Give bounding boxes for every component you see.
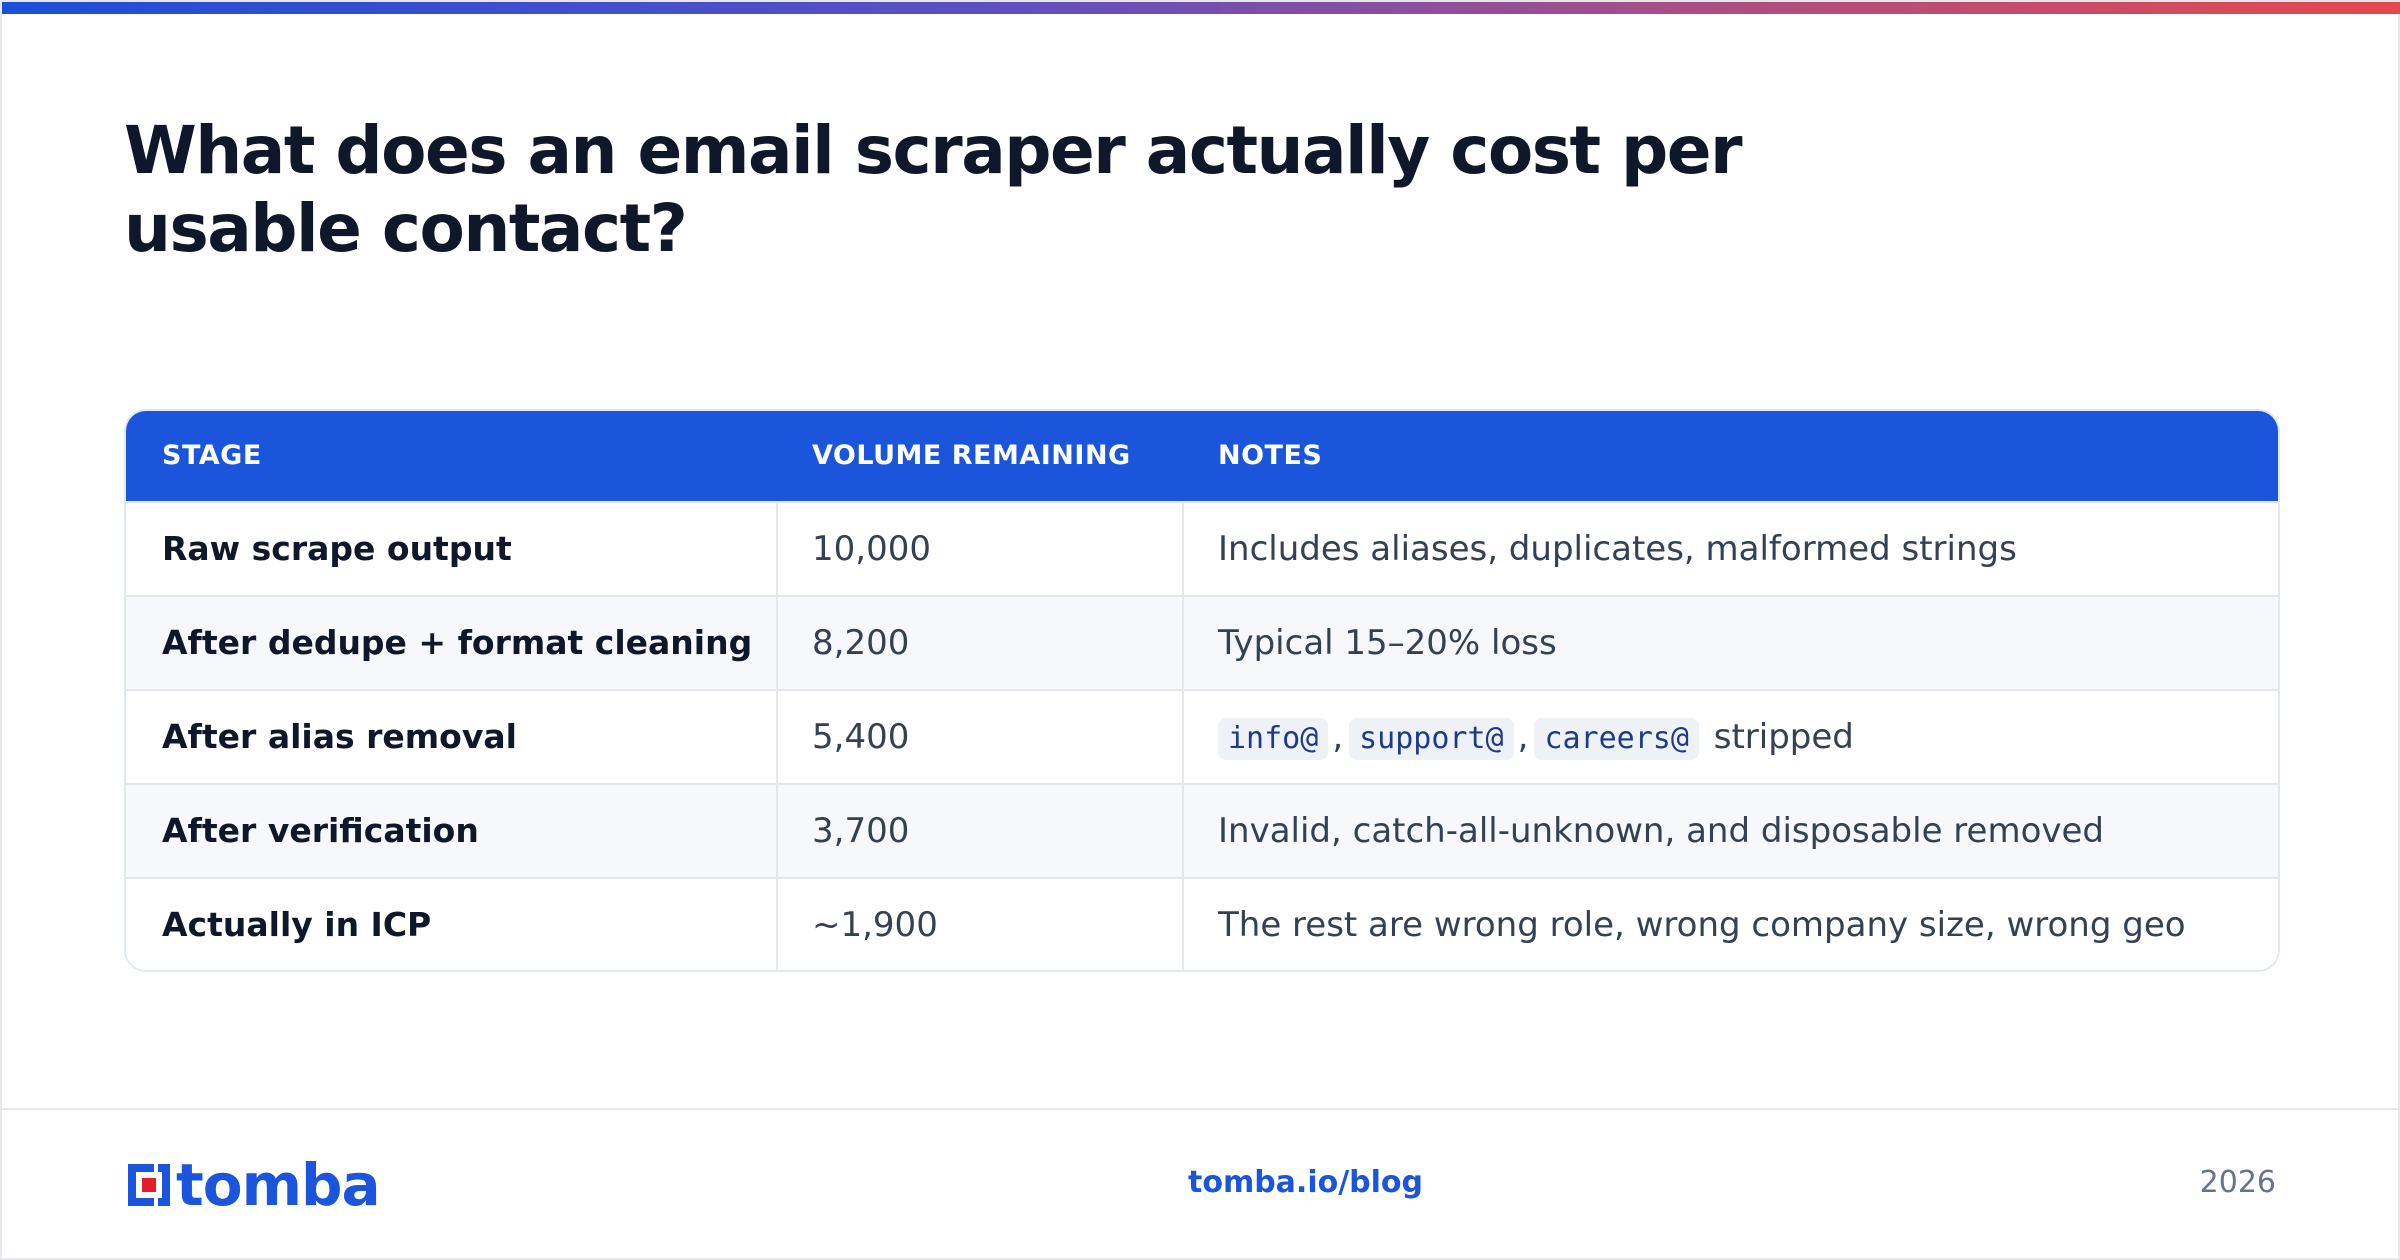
- table-row: After verification 3,700 Invalid, catch-…: [126, 783, 2278, 877]
- column-header-volume: VOLUME REMAINING: [812, 440, 1131, 471]
- table-row: Actually in ICP ~1,900 The rest are wron…: [126, 877, 2278, 970]
- volume-cell: 8,200: [812, 623, 910, 663]
- table-header: STAGE VOLUME REMAINING NOTES: [126, 411, 2278, 501]
- volume-cell: 5,400: [812, 717, 910, 757]
- tomba-logo-mark-icon: [128, 1164, 170, 1206]
- notes-cell: info@, support@, careers@ stripped: [1218, 691, 1854, 783]
- volume-cell: 10,000: [812, 529, 931, 569]
- stage-cell: After dedupe + format cleaning: [162, 623, 753, 662]
- volume-cell: 3,700: [812, 811, 910, 851]
- code-chip-info: info@: [1218, 717, 1329, 760]
- code-chip-careers: careers@: [1534, 717, 1699, 760]
- column-divider: [1182, 501, 1184, 970]
- table-row: After alias removal 5,400 info@, support@…: [126, 689, 2278, 783]
- volume-cell: ~1,900: [812, 905, 938, 945]
- column-header-stage: STAGE: [162, 440, 262, 471]
- stage-cell: After verification: [162, 811, 479, 850]
- blog-link[interactable]: tomba.io/blog: [1188, 1165, 1424, 1200]
- stage-cell: Raw scrape output: [162, 529, 512, 568]
- table-row: Raw scrape output 10,000 Includes aliase…: [126, 501, 2278, 595]
- separator: ,: [1332, 717, 1344, 757]
- notes-cell: Includes aliases, duplicates, malformed …: [1218, 529, 2017, 569]
- notes-cell: The rest are wrong role, wrong company s…: [1218, 905, 2186, 945]
- notes-cell: Typical 15–20% loss: [1218, 623, 1557, 663]
- funnel-table: STAGE VOLUME REMAINING NOTES Raw scrape …: [124, 409, 2280, 972]
- stage-cell: After alias removal: [162, 717, 517, 756]
- separator: ,: [1517, 717, 1529, 757]
- page-title: What does an email scraper actually cost…: [124, 112, 1743, 267]
- column-header-notes: NOTES: [1218, 440, 1323, 471]
- footer-year: 2026: [2199, 1165, 2276, 1200]
- notes-cell: Invalid, catch-all-unknown, and disposab…: [1218, 811, 2104, 851]
- footer-divider: [2, 1108, 2400, 1110]
- stage-cell: Actually in ICP: [162, 905, 432, 944]
- notes-suffix: stripped: [1713, 717, 1854, 757]
- table-row: After dedupe + format cleaning 8,200 Typ…: [126, 595, 2278, 689]
- tomba-logo[interactable]: tomba: [124, 1151, 381, 1219]
- top-gradient-bar: [2, 2, 2400, 14]
- code-chip-support: support@: [1349, 717, 1514, 760]
- logo-wordmark: tomba: [176, 1151, 381, 1219]
- column-divider: [776, 501, 778, 970]
